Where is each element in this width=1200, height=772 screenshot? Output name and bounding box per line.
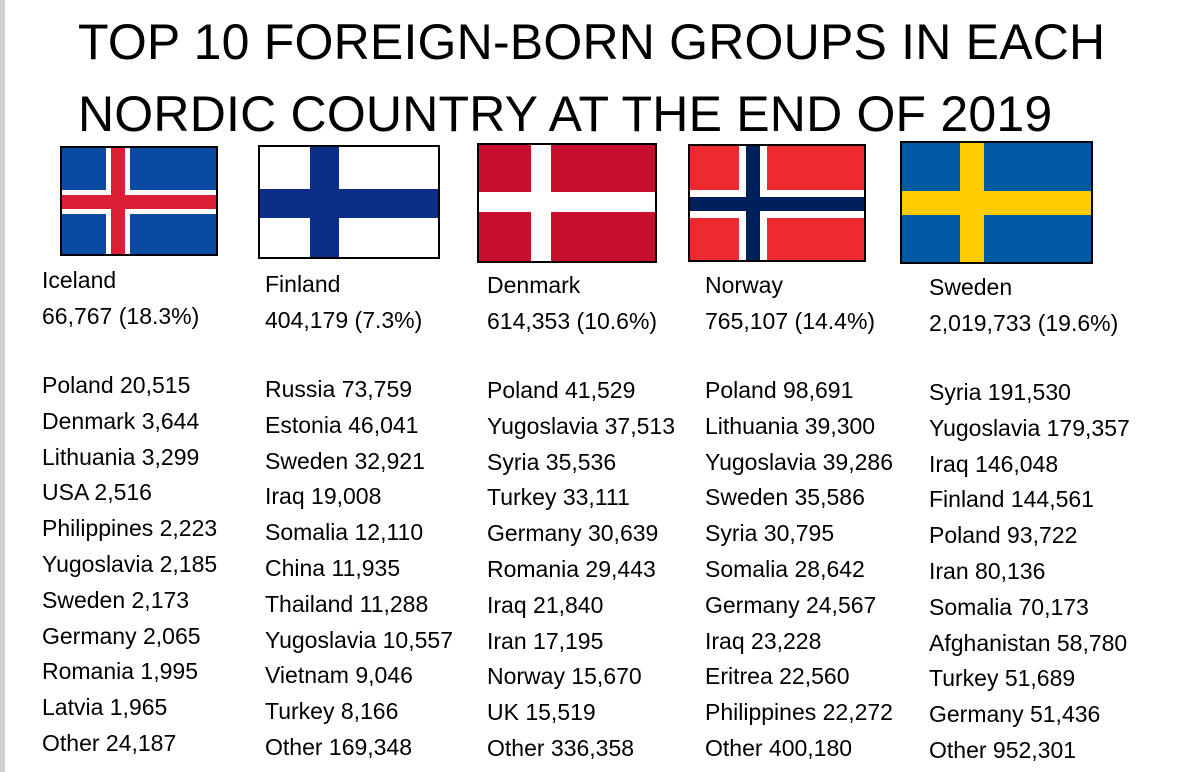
country-name: Norway [705,272,783,298]
country-total: 66,767 (18.3%) [42,303,200,329]
iceland-flag [60,146,218,256]
group-list-item: Iran 80,136 [929,557,1046,584]
group-list-item: Thailand 11,288 [265,590,429,617]
group-list-item: Romania 29,443 [487,555,656,582]
country-name: Sweden [929,274,1013,300]
country-column-denmark: Denmark 614,353 (10.6%) Poland 41,529 Yug… [487,267,675,761]
title-line-1: TOP 10 FOREIGN-BORN GROUPS IN EACH [78,14,1106,70]
country-total: 404,179 (7.3%) [265,307,423,333]
finland-flag [258,145,440,259]
group-list-item: Poland 98,691 [705,377,854,403]
group-list-item: Iraq 23,228 [705,627,822,654]
group-list-item: Sweden 2,173 [42,586,190,613]
country-name: Finland [265,271,341,297]
group-list-item: Somalia 70,173 [929,593,1089,620]
group-list-item: Poland 41,529 [487,377,636,403]
group-list-item: USA 2,516 [42,479,152,506]
group-list: Russia 73,759 Estonia 46,041 Sweden 32,921… [265,372,453,766]
group-list-item: Other 24,187 [42,729,177,756]
group-list-item: Syria 30,795 [705,520,835,547]
group-list-item: Finland 144,561 [929,486,1094,513]
country-column-iceland: Iceland 66,767 (18.3%) Poland 20,515 Denm… [42,262,217,756]
group-list-item: Romania 1,995 [42,658,198,685]
group-list-item: Vietnam 9,046 [265,662,413,689]
group-list-item: Iraq 21,840 [487,591,604,618]
group-list-item: UK 15,519 [487,699,596,726]
group-list-item: China 11,935 [265,554,401,581]
group-list-item: Estonia 46,041 [265,411,419,438]
country-name: Denmark [487,272,581,298]
group-list-item: Turkey 51,689 [929,665,1076,692]
group-list-item: Other 169,348 [265,733,413,760]
country-total: 2,019,733 (19.6%) [929,310,1119,336]
country-column-finland: Finland 404,179 (7.3%) Russia 73,759 Esto… [265,266,453,760]
group-list-item: Sweden 32,921 [265,447,425,474]
country-column-norway: Norway 765,107 (14.4%) Poland 98,691 Lith… [705,267,893,761]
group-list-item: Eritrea 22,560 [705,663,850,690]
group-list-item: Turkey 8,166 [265,698,399,725]
group-list-item: Sweden 35,586 [705,484,865,511]
country-column-sweden: Sweden 2,019,733 (19.6%) Syria 191,530 Yu… [929,269,1130,763]
group-list-item: Yugoslavia 37,513 [487,412,675,439]
group-list-item: Iran 17,195 [487,627,604,654]
group-list-item: Yugoslavia 39,286 [705,448,893,475]
group-list-item: Afghanistan 58,780 [929,629,1128,656]
group-list-item: Norway 15,670 [487,663,642,690]
group-list-item: Germany 51,436 [929,701,1101,728]
group-list-item: Lithuania 3,299 [42,443,200,470]
group-list: Poland 98,691 Lithuania 39,300 Yugoslavia … [705,373,893,767]
group-list-item: Yugoslavia 2,185 [42,550,218,577]
group-list-item: Somalia 12,110 [265,519,424,546]
group-list-item: Russia 73,759 [265,376,413,402]
group-list-item: Germany 2,065 [42,622,201,649]
group-list-item: Iraq 146,048 [929,450,1059,477]
group-list-item: Iraq 19,008 [265,483,382,510]
group-list-item: Turkey 33,111 [487,484,630,511]
page-title: TOP 10 FOREIGN-BORN GROUPS IN EACH NORDI… [78,6,1178,150]
group-list-item: Poland 93,722 [929,522,1078,549]
country-total: 614,353 (10.6%) [487,308,658,334]
group-list: Poland 41,529 Yugoslavia 37,513 Syria 35,5… [487,373,675,767]
group-list-item: Yugoslavia 179,357 [929,414,1130,441]
group-list-item: Other 336,358 [487,734,635,761]
group-list: Syria 191,530 Yugoslavia 179,357 Iraq 146,… [929,375,1130,769]
left-edge-rule [0,0,5,772]
title-line-2: NORDIC COUNTRY AT THE END OF 2019 [78,86,1053,142]
denmark-flag [477,143,657,263]
group-list-item: Syria 191,530 [929,379,1071,405]
group-list-item: Somalia 28,642 [705,555,865,582]
group-list-item: Philippines 2,223 [42,515,218,542]
norway-flag [688,144,866,262]
group-list-item: Germany 30,639 [487,520,659,547]
group-list-item: Philippines 22,272 [705,699,893,726]
country-total: 765,107 (14.4%) [705,308,876,334]
sweden-flag [900,141,1093,264]
country-name: Iceland [42,267,117,293]
group-list-item: Latvia 1,965 [42,694,168,721]
group-list-item: Syria 35,536 [487,448,617,475]
group-list-item: Other 952,301 [929,736,1077,763]
group-list-item: Yugoslavia 10,557 [265,626,453,653]
group-list-item: Poland 20,515 [42,372,191,398]
group-list-item: Germany 24,567 [705,591,877,618]
group-list-item: Other 400,180 [705,734,853,761]
group-list-item: Denmark 3,644 [42,407,200,434]
group-list: Poland 20,515 Denmark 3,644 Lithuania 3,29… [42,368,217,762]
group-list-item: Lithuania 39,300 [705,412,876,439]
